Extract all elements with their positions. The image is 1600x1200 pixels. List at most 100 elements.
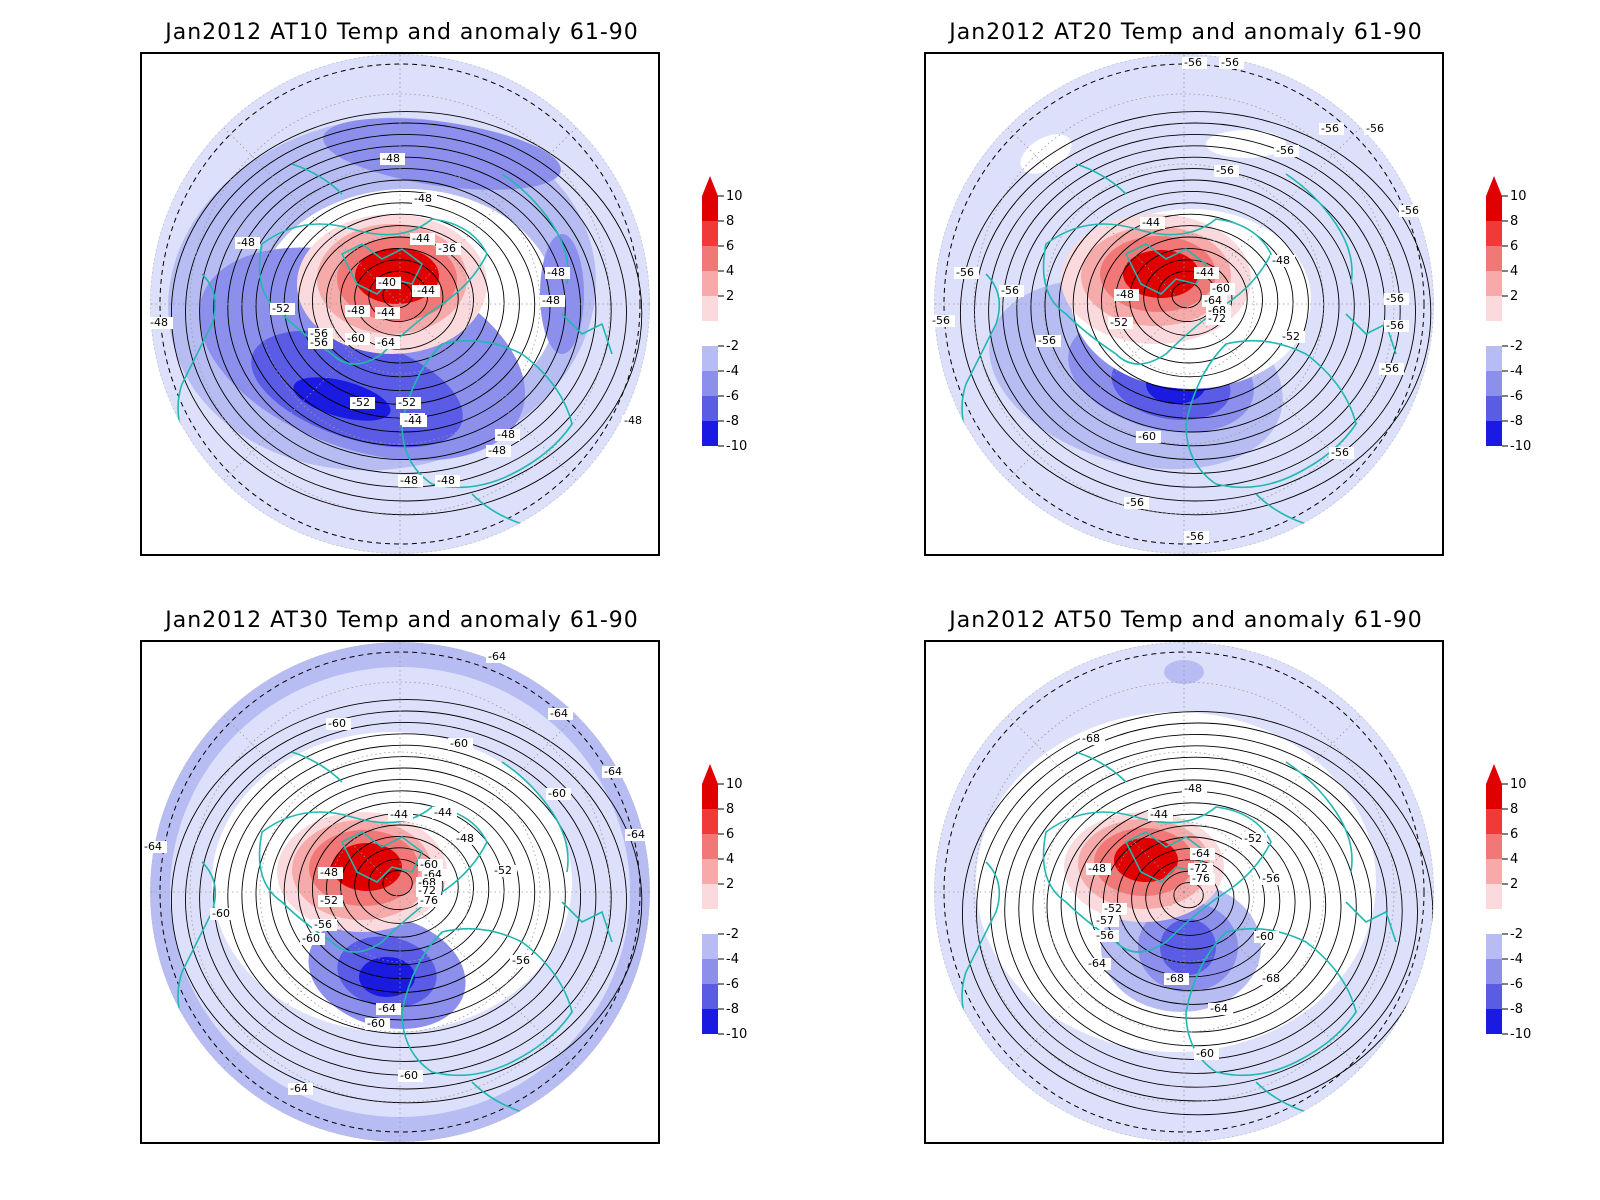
temperature-isoline <box>297 213 505 392</box>
temperature-isoline <box>961 711 1434 1116</box>
contour-label-text: -60 <box>212 907 230 920</box>
contour-label: -44 <box>388 808 413 821</box>
contour-label-text: -44 <box>377 306 395 319</box>
contour-label-text: -60 <box>1196 1047 1214 1060</box>
colorbar-swatch <box>1486 271 1502 296</box>
contour-label-text: -56 <box>310 336 328 349</box>
colorbar-swatch <box>702 346 718 371</box>
contour-label-text: -48 <box>382 152 400 165</box>
contour-label-text: -56 <box>1001 284 1019 297</box>
contour-label: -60 <box>398 1069 423 1082</box>
anomaly-contour-fill <box>1206 130 1286 158</box>
contour-label: -48 <box>545 266 570 279</box>
colorbar-max-arrow <box>1486 176 1502 196</box>
colorbar-swatch <box>702 271 718 296</box>
contour-label-text: -52 <box>352 396 370 409</box>
temperature-isoline <box>170 111 643 516</box>
map-frame: -64 -64 -64 -64 -64 -60 -60 -60 -44 -44 -48 -60 -64 -… <box>140 640 660 1144</box>
contour-label: -76 <box>418 894 443 907</box>
contour-label: -56 <box>1094 929 1119 942</box>
contour-label-text: -52 <box>320 894 338 907</box>
panel-at30: Jan2012 AT30 Temp and anomaly 61-90 -64-… <box>140 588 840 1148</box>
contour-label: -56 <box>954 266 979 279</box>
temperature-isoline <box>185 122 627 502</box>
temperature-isoline <box>354 847 444 924</box>
temperature-isoline <box>976 722 1418 1102</box>
contour-label: -48 <box>1182 782 1207 795</box>
contour-label: -64 <box>288 1082 313 1095</box>
temperature-isoline <box>1046 779 1342 1033</box>
contour-label: -48 <box>495 428 520 441</box>
coastline <box>501 173 569 285</box>
colorbar-swatch <box>1486 959 1502 984</box>
colorbar-swatch <box>1486 934 1502 959</box>
contour-label-text: -64 <box>290 1082 308 1095</box>
anomaly-colorbar: 10 8 6 4 2 -2 -4 -6 -8 -10 <box>1484 764 1544 1054</box>
contour-label: -72 <box>1206 312 1231 325</box>
colorbar-tick-label: 10 <box>1510 189 1527 204</box>
contour-label: -52 <box>1102 902 1127 915</box>
colorbar-swatch <box>1486 246 1502 271</box>
contour-label-text: -56 <box>1262 872 1280 885</box>
contour-label: -64 <box>1202 294 1227 307</box>
contour-label: -64 <box>375 336 400 349</box>
contour-label: -52 <box>1242 832 1267 845</box>
colorbar-tick-label: -8 <box>726 414 739 429</box>
coastline <box>1345 901 1397 943</box>
colorbar-tick-label: -2 <box>1510 927 1523 942</box>
coastline <box>961 273 1001 445</box>
coastline <box>1185 339 1357 489</box>
map-frame: -68 -48 -44 -52 -64 -72 -76 -56 -48 -52 -57 -56 -60-… <box>924 640 1444 1144</box>
contour-label: -56 <box>1399 204 1424 217</box>
contour-label: -56 <box>999 284 1024 297</box>
contour-label-text: -48 <box>497 428 515 441</box>
contour-label-text: -57 <box>1096 914 1114 927</box>
colorbar-swatch <box>702 246 718 271</box>
contour-label-text: -72 <box>1190 862 1208 875</box>
contour-label: -56 <box>1260 872 1285 885</box>
colorbar-swatch <box>1486 884 1502 909</box>
temperature-isoline <box>170 699 643 1104</box>
contour-label: -52 <box>1280 330 1305 343</box>
coastline <box>1185 927 1357 1077</box>
colorbar-swatch <box>1486 1009 1502 1034</box>
colorbar-swatch <box>1486 296 1502 321</box>
temperature-isoline <box>990 733 1403 1088</box>
map-boundary <box>150 642 650 1142</box>
contour-label-text: -56 <box>1321 122 1339 135</box>
contour-label: -56 <box>1036 334 1061 347</box>
contour-label: -48 <box>380 152 405 165</box>
colorbar-swatch <box>702 421 718 446</box>
contour-label: -64 <box>1208 1002 1233 1015</box>
temperature-isoline <box>1102 825 1281 978</box>
contour-label-text: -64 <box>377 336 395 349</box>
contour-label-text: -44 <box>404 414 422 427</box>
contour-label: -44 <box>432 806 457 819</box>
contour-label-text: -64 <box>550 707 568 720</box>
contour-label: -48 <box>235 236 260 249</box>
contour-label: -64 <box>548 707 573 720</box>
contour-label-text: -44 <box>434 806 452 819</box>
contour-label-text: -36 <box>438 242 456 255</box>
colorbar-graphic: 10 8 6 4 2 -2 -4 -6 -8 -10 <box>1486 176 1531 454</box>
colorbar-tick-label: 10 <box>726 189 743 204</box>
contour-label: -52 <box>318 894 343 907</box>
colorbar-tick-label: -10 <box>1510 439 1531 454</box>
contour-label: -76 <box>1190 872 1215 885</box>
contour-label-text: -68 <box>1166 972 1184 985</box>
contour-label: -36 <box>436 242 461 255</box>
temperature-isoline <box>1074 802 1311 1005</box>
temperature-isoline <box>1030 168 1355 447</box>
polar-stereographic-map: -64 -64 -64 -64 -64 -60 -60 -60 -44 -44 -48 -60 -64 -… <box>142 642 650 1142</box>
colorbar-tick-label: -10 <box>726 1027 747 1042</box>
coastline <box>291 163 343 195</box>
contour-label-text: -64 <box>627 828 645 841</box>
contour-label-text: -56 <box>1276 144 1294 157</box>
colorbar-tick-label: 6 <box>1510 827 1518 842</box>
anomaly-colorbar: 10 8 6 4 2 -2 -4 -6 -8 -10 <box>1484 176 1544 466</box>
contour-label: -44 <box>415 284 440 297</box>
colorbar-swatch <box>702 1009 718 1034</box>
colorbar-swatch <box>1486 784 1502 809</box>
contour-label-text: -48 <box>437 474 455 487</box>
temperature-isoline <box>1117 836 1265 964</box>
